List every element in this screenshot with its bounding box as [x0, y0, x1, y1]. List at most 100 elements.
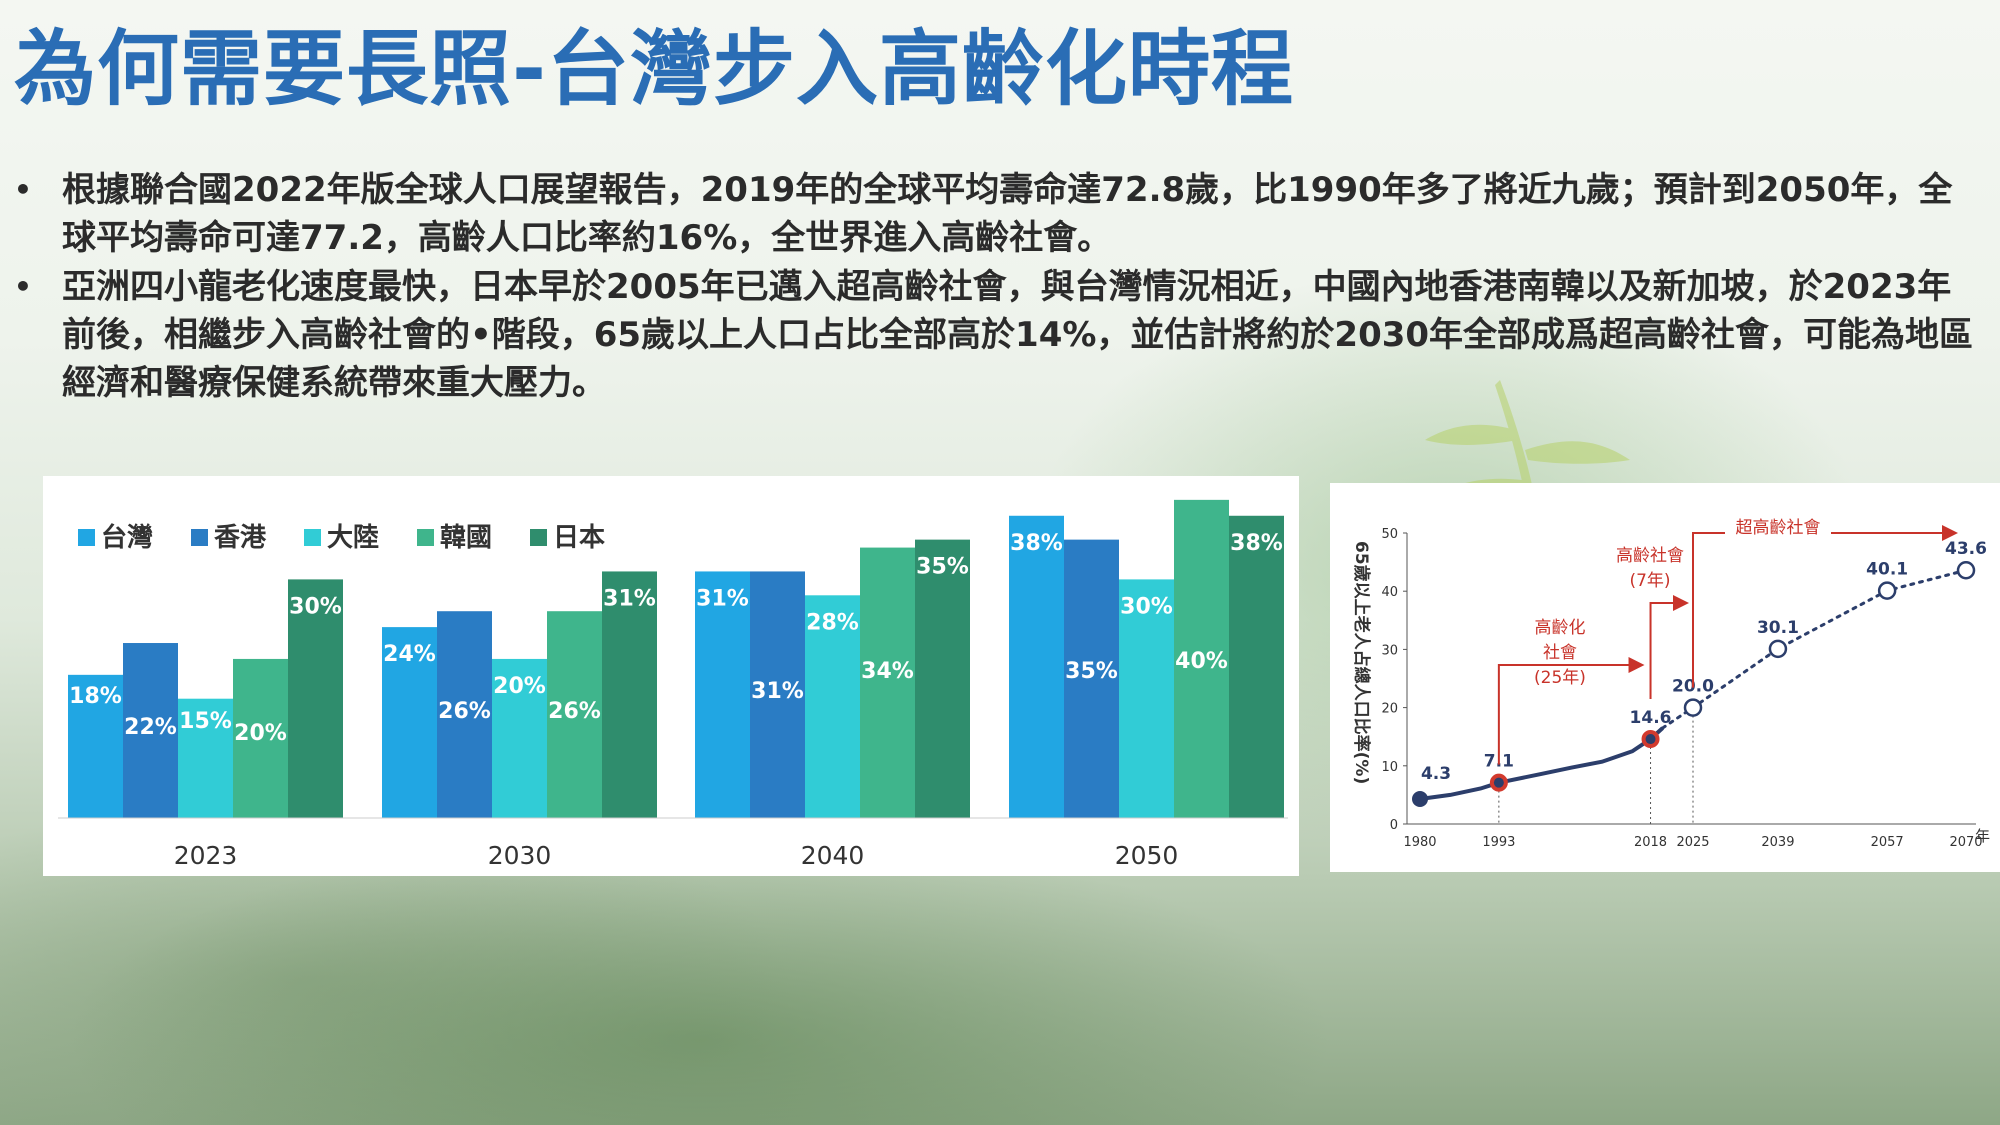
- point-label-2018: 14.6: [1630, 708, 1672, 728]
- bar-2040-香港: [750, 571, 805, 818]
- y-axis-label: 65歲以上老人占總人口比率(%): [1351, 541, 1372, 784]
- bullet-item-2: • 亞洲四小龍老化速度最快，日本早於2005年已邁入超高齡社會，與台灣情況相近，…: [14, 263, 1974, 407]
- bar-2040-台灣: [695, 571, 750, 818]
- x-tick-2050: 2050: [1115, 841, 1179, 870]
- x-tick-1980: 1980: [1403, 835, 1436, 850]
- bar-2023-日本: [288, 579, 343, 818]
- legend-swatch-2: [191, 529, 208, 546]
- legend-swatch-4: [417, 529, 434, 546]
- bar-label-2023-韓國: 20%: [234, 721, 287, 746]
- bar-label-2050-台灣: 38%: [1010, 531, 1063, 556]
- bar-2023-大陸: [178, 698, 233, 818]
- point-2070: [1956, 560, 1976, 580]
- point-core-2018: [1645, 734, 1656, 745]
- page-title: 為何需要長照-台灣步入高齡化時程: [14, 22, 1295, 117]
- x-tick-2040: 2040: [801, 841, 865, 870]
- bullet-text-1: 根據聯合國2022年版全球人口展望報告，2019年的全球平均壽命達72.8歲，比…: [62, 170, 1953, 258]
- point-2025: [1683, 698, 1703, 717]
- bar-label-2040-日本: 35%: [916, 555, 969, 580]
- y-tick-20: 20: [1381, 702, 1398, 717]
- legend-label-2: 香港: [214, 523, 267, 553]
- y-tick-50: 50: [1381, 527, 1398, 542]
- legend-swatch-3: [304, 529, 321, 546]
- legend-swatch-1: [78, 529, 95, 546]
- bar-2030-大陸: [492, 658, 547, 818]
- bar-2040-韓國: [860, 547, 915, 818]
- bar-label-2030-韓國: 26%: [548, 699, 601, 724]
- annotation-aging-line-2: 社會: [1543, 643, 1577, 663]
- bar-2030-台灣: [382, 627, 437, 818]
- x-axis-label: 年: [1975, 827, 1990, 845]
- bullet-symbol: •: [14, 270, 32, 303]
- bar-label-2023-日本: 30%: [289, 594, 342, 619]
- bullet-item-1: • 根據聯合國2022年版全球人口展望報告，2019年的全球平均壽命達72.8歲…: [14, 166, 1974, 262]
- legend-label-5: 日本: [553, 523, 605, 553]
- point-1980: [1412, 790, 1428, 807]
- bar-label-2040-香港: 31%: [751, 679, 804, 704]
- legend-label-1: 台灣: [101, 522, 153, 553]
- bullet-symbol: •: [14, 173, 32, 206]
- bar-2050-香港: [1064, 539, 1119, 818]
- bar-2040-大陸: [805, 595, 860, 818]
- legend-label-4: 韓國: [440, 523, 492, 553]
- annotation-aged-line-2: (7年): [1629, 571, 1670, 591]
- bar-label-2050-韓國: 40%: [1175, 649, 1228, 674]
- x-tick-2030: 2030: [488, 841, 552, 870]
- line-chart-panel: 0 10 20 30 40 50 1980 1993 2018 2025 2039 2057 2070 年…: [1330, 483, 2000, 872]
- bar-label-2023-大陸: 15%: [179, 709, 232, 734]
- bar-label-2030-大陸: 20%: [493, 674, 546, 699]
- annotation-aging-line-1: 高齡化: [1535, 618, 1586, 638]
- bar-2030-香港: [437, 611, 492, 818]
- y-tick-40: 40: [1381, 585, 1398, 600]
- annotation-superaged-line-1: 超高齡社會: [1736, 518, 1821, 538]
- annotation-superaged-backdrop: [1725, 515, 1831, 539]
- bar-label-2040-大陸: 28%: [806, 610, 859, 635]
- point-2039: [1768, 639, 1788, 659]
- x-tick-2039: 2039: [1761, 835, 1794, 850]
- x-tick-2018: 2018: [1634, 835, 1667, 850]
- bullet-list: • 根據聯合國2022年版全球人口展望報告，2019年的全球平均壽命達72.8歲…: [14, 166, 1974, 408]
- bar-label-2023-台灣: 18%: [69, 684, 122, 709]
- y-tick-30: 30: [1381, 643, 1398, 658]
- bar-label-2050-香港: 35%: [1065, 659, 1118, 684]
- point-core-1993: [1493, 777, 1504, 788]
- bar-label-2050-日本: 38%: [1230, 531, 1283, 556]
- point-label-1980: 4.3: [1421, 764, 1451, 784]
- legend-label-3: 大陸: [327, 523, 379, 553]
- bar-2023-香港: [123, 643, 178, 818]
- bar-label-2040-韓國: 34%: [861, 659, 914, 684]
- bar-2030-日本: [602, 571, 657, 818]
- bar-label-2040-台灣: 31%: [696, 586, 749, 611]
- y-tick-10: 10: [1381, 760, 1398, 775]
- bar-chart-panel: 台灣 香港 大陸 韓國 日本 18% 22% 15% 20% 30% 2023 24% 26% 20% 26…: [43, 476, 1299, 876]
- line-chart: 0 10 20 30 40 50 1980 1993 2018 2025 2039 2057 2070年…: [1351, 515, 1990, 850]
- bar-2023-韓國: [233, 658, 288, 818]
- bar-label-2030-香港: 26%: [438, 699, 491, 724]
- point-label-2057: 40.1: [1866, 560, 1908, 580]
- bar-label-2023-香港: 22%: [124, 715, 177, 740]
- bar-label-2030-日本: 31%: [603, 586, 656, 611]
- bar-2030-韓國: [547, 611, 602, 818]
- annotation-arrow-aging: [1497, 657, 1645, 765]
- bar-2050-韓國: [1174, 499, 1229, 818]
- x-tick-2023: 2023: [174, 841, 238, 870]
- point-label-2070: 43.6: [1945, 539, 1987, 559]
- annotation-aging-line-3: (25年): [1534, 668, 1586, 688]
- x-tick-2025: 2025: [1676, 835, 1709, 850]
- bar-2050-大陸: [1119, 579, 1174, 818]
- bar-2040-日本: [915, 539, 970, 818]
- x-tick-1993: 1993: [1482, 835, 1515, 850]
- bar-2023-台灣: [68, 674, 123, 818]
- actual-series-line: [1419, 726, 1665, 801]
- legend-swatch-5: [530, 529, 547, 546]
- point-2057: [1877, 581, 1897, 600]
- x-tick-2057: 2057: [1871, 835, 1904, 850]
- y-tick-0: 0: [1390, 818, 1398, 833]
- bar-2050-台灣: [1009, 515, 1064, 818]
- point-label-2039: 30.1: [1757, 618, 1799, 638]
- annotation-aged-line-1: 高齡社會: [1616, 546, 1684, 566]
- annotation-arrow-superaged: [1692, 525, 1958, 688]
- bullet-text-2: 亞洲四小龍老化速度最快，日本早於2005年已邁入超高齡社會，與台灣情況相近，中國…: [62, 267, 1974, 403]
- projected-series-line: [1661, 568, 1968, 730]
